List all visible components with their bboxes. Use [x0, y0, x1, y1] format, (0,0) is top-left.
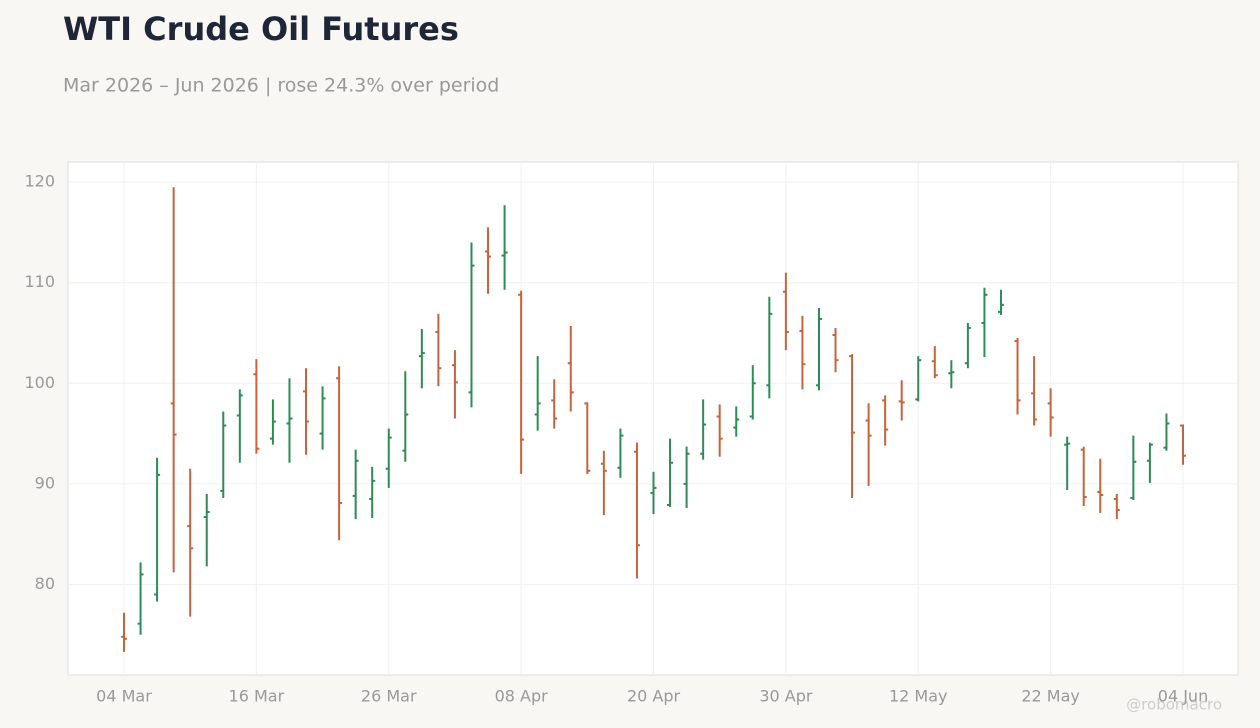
x-tick-label: 04 Mar	[96, 687, 152, 706]
x-tick-label: 08 Apr	[495, 687, 549, 706]
x-tick-label: 20 Apr	[627, 687, 681, 706]
chart-title: WTI Crude Oil Futures	[63, 10, 459, 48]
x-tick-label: 16 Mar	[229, 687, 285, 706]
x-tick-label: 26 Mar	[361, 687, 417, 706]
y-tick-label: 120	[24, 172, 55, 191]
x-tick-label: 22 May	[1021, 687, 1080, 706]
x-tick-label: 04 Jun	[1158, 687, 1208, 706]
y-tick-label: 110	[24, 272, 55, 291]
y-tick-label: 80	[35, 574, 55, 593]
x-tick-label: 12 May	[889, 687, 948, 706]
chart-subtitle: Mar 2026 – Jun 2026 | rose 24.3% over pe…	[63, 75, 499, 97]
x-tick-label: 30 Apr	[759, 687, 813, 706]
y-tick-label: 90	[35, 473, 55, 492]
y-tick-label: 100	[24, 373, 55, 392]
watermark: @robomacro	[1126, 696, 1222, 714]
